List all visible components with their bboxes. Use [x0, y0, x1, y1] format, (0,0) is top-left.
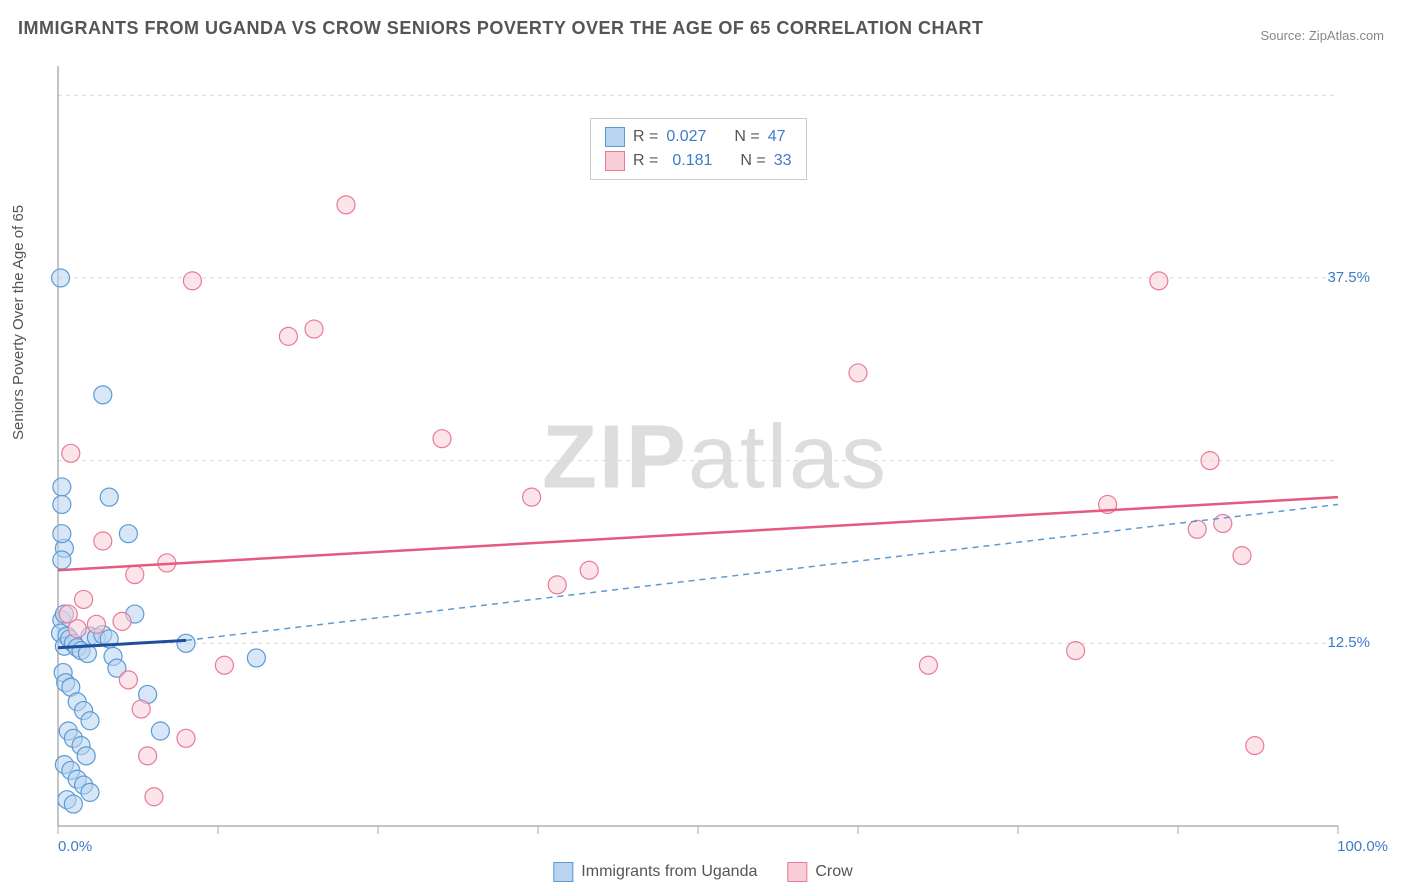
- legend-correlation: R = 0.027 N = 47 R = 0.181 N = 33: [590, 118, 807, 180]
- legend-row-blue: R = 0.027 N = 47: [605, 125, 792, 149]
- chart-container: IMMIGRANTS FROM UGANDA VS CROW SENIORS P…: [0, 0, 1406, 892]
- legend-n-value-blue: 47: [768, 125, 786, 149]
- legend-r-value-pink: 0.181: [672, 149, 712, 173]
- legend-r-label: R =: [633, 125, 658, 149]
- legend-n-value-pink: 33: [774, 149, 792, 173]
- chart-title: IMMIGRANTS FROM UGANDA VS CROW SENIORS P…: [18, 18, 984, 39]
- legend-swatch-pink: [787, 862, 807, 882]
- legend-r-value-blue: 0.027: [666, 125, 706, 149]
- legend-item-uganda: Immigrants from Uganda: [553, 862, 757, 882]
- y-axis-label: Seniors Poverty Over the Age of 65: [10, 205, 27, 440]
- legend-n-label: N =: [734, 125, 759, 149]
- legend-row-pink: R = 0.181 N = 33: [605, 149, 792, 173]
- legend-n-label: N =: [740, 149, 765, 173]
- legend-swatch-blue: [553, 862, 573, 882]
- source-label: Source: ZipAtlas.com: [1260, 28, 1384, 43]
- x-tick-label: 100.0%: [1337, 838, 1388, 855]
- legend-bottom: Immigrants from Uganda Crow: [553, 862, 852, 882]
- legend-label-crow: Crow: [815, 863, 852, 881]
- chart-area: ZIPatlas R = 0.027 N = 47 R = 0.181 N = …: [50, 58, 1380, 858]
- legend-r-label: R =: [633, 149, 658, 173]
- y-tick-label: 37.5%: [1327, 269, 1370, 286]
- legend-label-uganda: Immigrants from Uganda: [581, 863, 757, 881]
- x-tick-label: 0.0%: [58, 838, 92, 855]
- legend-item-crow: Crow: [787, 862, 852, 882]
- legend-swatch-pink: [605, 151, 625, 171]
- legend-swatch-blue: [605, 127, 625, 147]
- y-tick-label: 12.5%: [1327, 634, 1370, 651]
